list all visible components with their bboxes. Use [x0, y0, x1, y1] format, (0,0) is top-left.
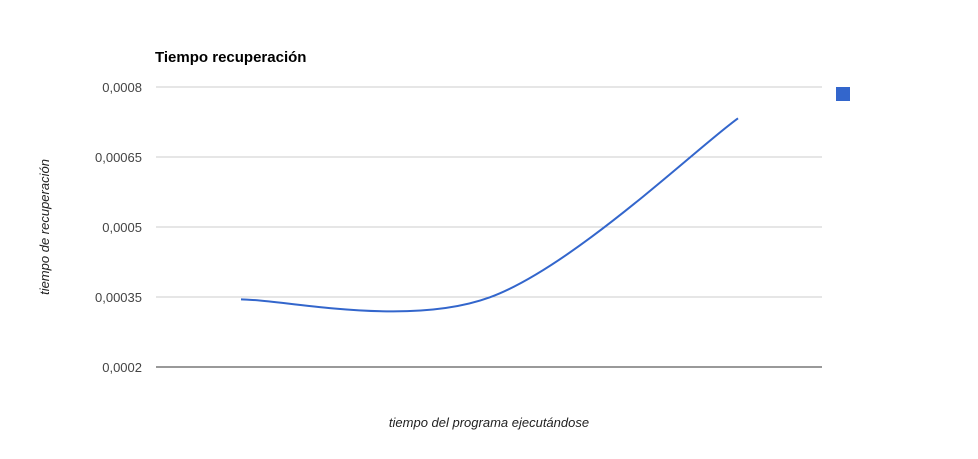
y-axis-label: tiempo de recuperación [37, 159, 52, 295]
chart-title: Tiempo recuperación [155, 49, 306, 66]
y-tick-label: 0,0002 [102, 360, 142, 375]
series-layer [240, 117, 739, 313]
gridlines [156, 86, 822, 298]
series-line[interactable] [240, 117, 739, 313]
y-axis-ticks: 0,0002 0,00035 0,0005 0,00065 0,0008 [95, 80, 142, 375]
y-tick-label: 0,0008 [102, 80, 142, 95]
x-axis-label: tiempo del programa ejecutándose [389, 415, 589, 430]
y-tick-label: 0,00065 [95, 150, 142, 165]
y-tick-label: 0,0005 [102, 220, 142, 235]
legend-swatch[interactable] [836, 87, 850, 101]
y-tick-label: 0,00035 [95, 290, 142, 305]
